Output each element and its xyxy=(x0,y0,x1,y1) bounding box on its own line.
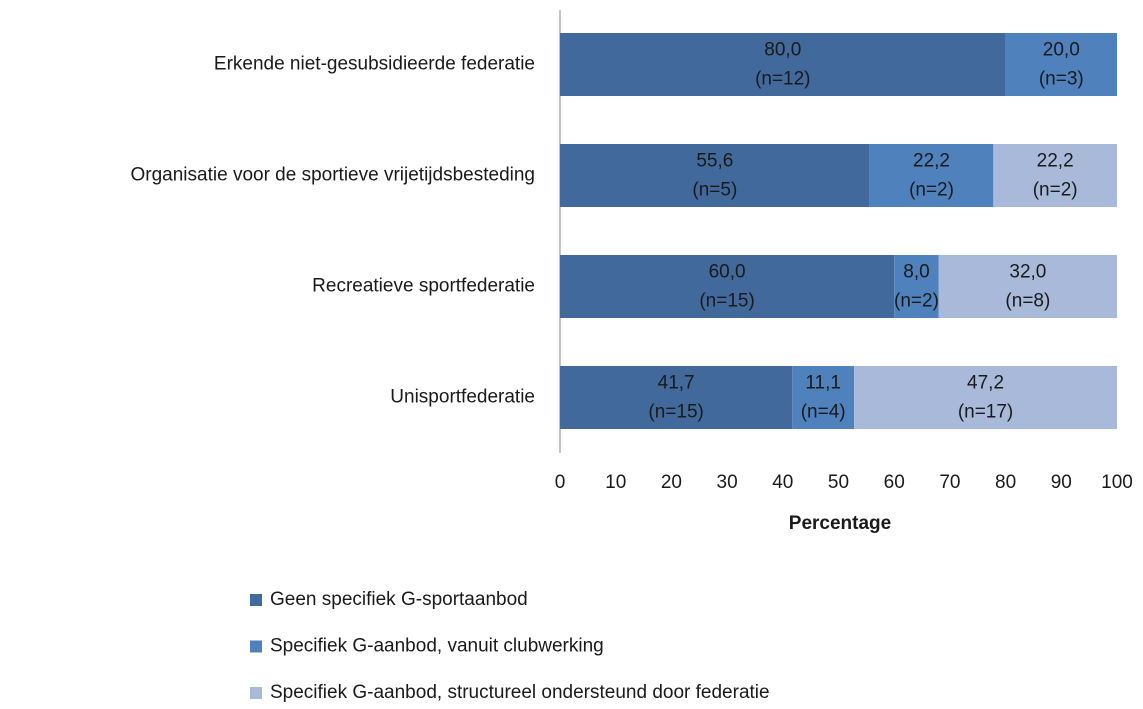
count-label: (n=2) xyxy=(894,291,939,312)
count-label: (n=2) xyxy=(909,180,954,201)
bar-segment xyxy=(854,366,1117,429)
bar-segment xyxy=(560,33,1006,96)
bar-segment xyxy=(993,144,1117,207)
data-label: 11,1 xyxy=(805,373,841,394)
x-tick-label: 90 xyxy=(1051,472,1072,493)
data-label: 41,7 xyxy=(658,373,695,394)
data-label: 22,2 xyxy=(1037,151,1074,172)
legend-swatch xyxy=(250,640,262,653)
count-label: (n=15) xyxy=(648,402,703,423)
legend-swatch xyxy=(250,594,262,606)
data-label: 20,0 xyxy=(1043,40,1080,61)
x-tick-label: 60 xyxy=(884,472,905,493)
x-tick-label: 100 xyxy=(1101,472,1133,493)
x-tick-label: 20 xyxy=(661,472,682,493)
bar-segment xyxy=(1005,33,1117,96)
data-label: 32,0 xyxy=(1009,262,1046,283)
data-label: 22,2 xyxy=(913,151,950,172)
x-tick-label: 50 xyxy=(828,472,849,493)
x-tick-label: 80 xyxy=(995,472,1016,493)
count-label: (n=12) xyxy=(755,69,810,90)
data-label: 47,2 xyxy=(967,373,1004,394)
count-label: (n=15) xyxy=(699,291,754,312)
data-label: 60,0 xyxy=(709,262,746,283)
data-label: 80,0 xyxy=(764,40,801,61)
legend-swatch xyxy=(250,687,262,699)
data-label: 55,6 xyxy=(696,151,733,172)
bar-segment xyxy=(560,144,870,207)
count-label: (n=5) xyxy=(692,180,737,201)
bar-segment xyxy=(560,255,895,318)
y-tick-label: Unisportfederatie xyxy=(390,387,535,408)
x-tick-label: 30 xyxy=(717,472,738,493)
bar-segment xyxy=(894,255,939,318)
x-tick-label: 70 xyxy=(939,472,960,493)
y-tick-label: Erkende niet-gesubsidieerde federatie xyxy=(214,54,535,75)
count-label: (n=2) xyxy=(1033,180,1078,201)
legend-label: Geen specifiek G-sportaanbod xyxy=(270,589,528,610)
legend-label: Specifiek G-aanbod, structureel onderste… xyxy=(270,682,770,703)
x-tick-label: 10 xyxy=(605,472,626,493)
x-axis-title: Percentage xyxy=(789,513,891,534)
y-tick-label: Organisatie voor de sportieve vrijetijds… xyxy=(131,165,536,186)
data-label: 8,0 xyxy=(903,262,929,283)
legend-label: Specifiek G-aanbod, vanuit clubwerking xyxy=(270,636,604,657)
bar-segment xyxy=(938,255,1117,318)
bar-segment xyxy=(869,144,994,207)
count-label: (n=4) xyxy=(801,402,846,423)
count-label: (n=8) xyxy=(1005,291,1050,312)
bar-segment xyxy=(792,366,855,429)
count-label: (n=3) xyxy=(1039,69,1084,90)
y-tick-label: Recreatieve sportfederatie xyxy=(312,276,535,297)
x-tick-label: 0 xyxy=(555,472,566,493)
bar-segment xyxy=(560,366,793,429)
x-tick-label: 40 xyxy=(772,472,793,493)
count-label: (n=17) xyxy=(958,402,1013,423)
